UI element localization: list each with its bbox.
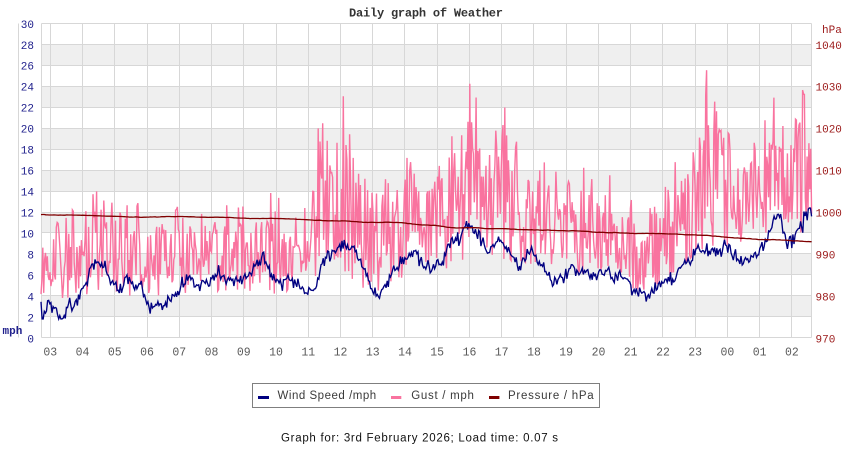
svg-text:1020: 1020 xyxy=(816,125,842,137)
svg-text:980: 980 xyxy=(816,292,836,304)
svg-text:0: 0 xyxy=(27,334,34,346)
svg-text:22: 22 xyxy=(21,104,34,116)
svg-text:18: 18 xyxy=(21,146,34,158)
svg-text:10: 10 xyxy=(21,230,34,242)
svg-text:00: 00 xyxy=(720,347,734,360)
svg-text:08: 08 xyxy=(205,347,219,360)
svg-text:26: 26 xyxy=(21,62,34,74)
svg-text:17: 17 xyxy=(495,347,509,360)
svg-text:30: 30 xyxy=(21,20,34,32)
svg-text:970: 970 xyxy=(816,334,836,346)
svg-text:8: 8 xyxy=(27,250,34,262)
svg-text:13: 13 xyxy=(366,347,380,360)
svg-text:14: 14 xyxy=(21,188,35,200)
svg-text:22: 22 xyxy=(656,347,670,360)
svg-text:Gust / mph: Gust / mph xyxy=(411,390,474,402)
svg-text:12: 12 xyxy=(334,347,348,360)
svg-text:15: 15 xyxy=(430,347,444,360)
svg-text:06: 06 xyxy=(140,347,154,360)
svg-text:Graph for: 3rd February 2026;: Graph for: 3rd February 2026; Load time:… xyxy=(281,433,558,445)
svg-text:2: 2 xyxy=(27,313,34,325)
svg-text:20: 20 xyxy=(21,125,34,137)
svg-text:01: 01 xyxy=(753,347,767,360)
svg-text:12: 12 xyxy=(21,209,34,221)
svg-text:21: 21 xyxy=(624,347,638,360)
svg-text:990: 990 xyxy=(816,250,836,262)
svg-text:20: 20 xyxy=(592,347,606,360)
svg-text:16: 16 xyxy=(463,347,477,360)
svg-text:4: 4 xyxy=(27,292,34,304)
svg-text:Pressure / hPa: Pressure / hPa xyxy=(508,390,594,402)
svg-text:6: 6 xyxy=(27,271,34,283)
svg-text:14: 14 xyxy=(398,347,412,360)
svg-text:24: 24 xyxy=(21,83,35,95)
svg-text:07: 07 xyxy=(172,347,186,360)
svg-text:05: 05 xyxy=(108,347,122,360)
svg-text:mph: mph xyxy=(3,326,23,338)
svg-text:28: 28 xyxy=(21,41,34,53)
svg-text:16: 16 xyxy=(21,167,34,179)
svg-text:1030: 1030 xyxy=(816,83,842,95)
svg-text:02: 02 xyxy=(785,347,799,360)
svg-text:1000: 1000 xyxy=(816,209,842,221)
svg-text:09: 09 xyxy=(237,347,251,360)
svg-text:19: 19 xyxy=(559,347,573,360)
svg-text:03: 03 xyxy=(43,347,57,360)
svg-text:18: 18 xyxy=(527,347,541,360)
svg-text:23: 23 xyxy=(688,347,702,360)
svg-text:Wind Speed /mph: Wind Speed /mph xyxy=(278,390,377,402)
svg-text:1010: 1010 xyxy=(816,167,842,179)
svg-text:11: 11 xyxy=(301,347,315,360)
svg-text:Daily graph of Weather: Daily graph of Weather xyxy=(349,7,503,21)
svg-text:1040: 1040 xyxy=(816,41,842,53)
svg-text:10: 10 xyxy=(269,347,283,360)
svg-text:04: 04 xyxy=(76,347,90,360)
svg-text:hPa: hPa xyxy=(822,25,842,37)
